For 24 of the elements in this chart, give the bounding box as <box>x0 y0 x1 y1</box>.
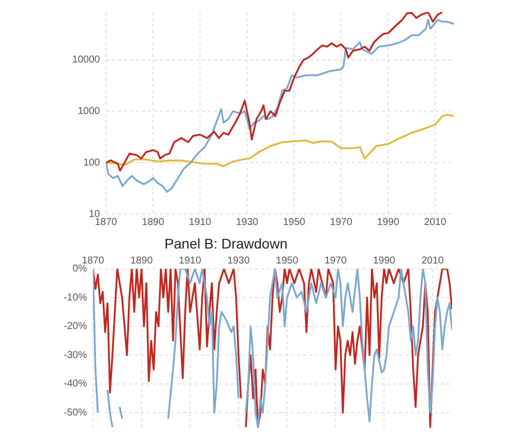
x-tick-label: 1930 <box>227 256 250 267</box>
x-tick-label: 1970 <box>324 256 348 267</box>
x-tick-label: 1950 <box>282 216 306 228</box>
x-tick-label: 1970 <box>330 216 353 228</box>
x-tick-label: 1890 <box>142 216 165 228</box>
x-tick-label: 1910 <box>188 216 212 228</box>
x-tick-label: 1950 <box>276 256 299 267</box>
x-tick-label: 1890 <box>130 256 154 267</box>
x-tick-label: 1910 <box>178 256 202 267</box>
x-tick-label: 2010 <box>424 216 447 228</box>
x-tick-label: 1870 <box>94 216 118 228</box>
y-tick-label: -10% <box>64 292 88 304</box>
y-tick-label: -50% <box>64 407 88 418</box>
y-tick-label: -40% <box>64 378 88 390</box>
chart-title: Panel B: Drawdown <box>164 235 288 252</box>
x-tick-label: 2010 <box>421 256 444 267</box>
y-tick-label: 100 <box>83 157 100 168</box>
y-tick-label: 1000 <box>78 106 100 117</box>
x-tick-label: 1930 <box>236 216 259 228</box>
x-tick-label: 1990 <box>377 216 400 228</box>
x-tick-label: 1990 <box>372 256 396 267</box>
y-tick-label: 10000 <box>72 54 100 66</box>
y-tick-label: -20% <box>64 321 88 332</box>
y-tick-label: -30% <box>64 350 88 361</box>
